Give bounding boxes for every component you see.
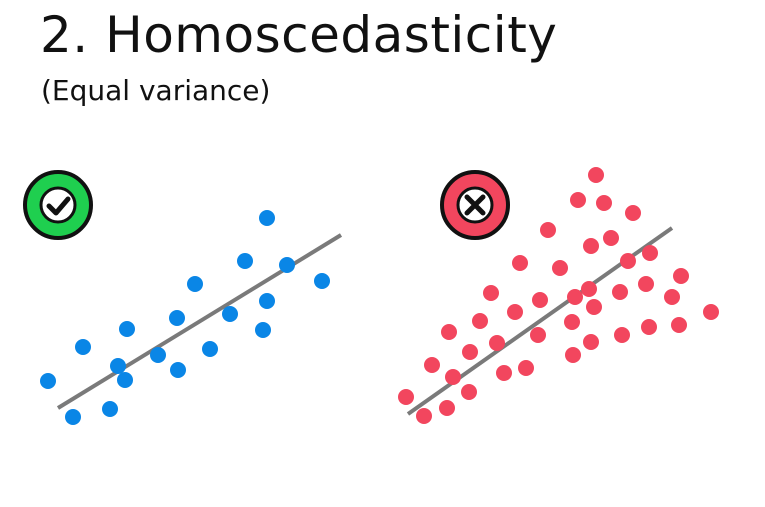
data-point-left	[170, 362, 186, 378]
data-point-left	[117, 372, 133, 388]
data-point-right	[581, 281, 597, 297]
data-point-right	[588, 167, 604, 183]
data-point-right	[642, 245, 658, 261]
data-point-right	[583, 334, 599, 350]
data-point-left	[102, 401, 118, 417]
data-point-right	[612, 284, 628, 300]
data-point-left	[202, 341, 218, 357]
data-point-right	[424, 357, 440, 373]
data-point-left	[222, 306, 238, 322]
data-point-left	[40, 373, 56, 389]
data-point-right	[638, 276, 654, 292]
data-point-left	[314, 273, 330, 289]
data-point-right	[518, 360, 534, 376]
data-point-left	[255, 322, 271, 338]
check-badge	[23, 170, 93, 240]
data-point-right	[439, 400, 455, 416]
data-point-right	[496, 365, 512, 381]
data-point-left	[169, 310, 185, 326]
data-point-right	[703, 304, 719, 320]
data-point-right	[507, 304, 523, 320]
data-point-right	[461, 384, 477, 400]
data-point-right	[532, 292, 548, 308]
data-point-right	[570, 192, 586, 208]
check-icon	[39, 186, 77, 224]
data-point-left	[75, 339, 91, 355]
data-point-right	[625, 205, 641, 221]
data-point-right	[564, 314, 580, 330]
data-point-right	[641, 319, 657, 335]
data-point-right	[603, 230, 619, 246]
data-point-right	[398, 389, 414, 405]
data-point-right	[583, 238, 599, 254]
data-point-left	[259, 210, 275, 226]
cross-badge	[440, 170, 510, 240]
data-point-left	[259, 293, 275, 309]
data-point-right	[472, 313, 488, 329]
scatter-points-right	[398, 167, 719, 424]
panel-equal-variance	[23, 170, 343, 425]
data-point-left	[150, 347, 166, 363]
data-point-left	[119, 321, 135, 337]
data-point-right	[565, 347, 581, 363]
panel-unequal-variance	[398, 167, 719, 424]
data-point-left	[187, 276, 203, 292]
page-title: 2. Homoscedasticity	[40, 6, 558, 64]
data-point-right	[552, 260, 568, 276]
data-point-right	[586, 299, 602, 315]
data-point-left	[110, 358, 126, 374]
data-point-right	[671, 317, 687, 333]
data-point-right	[540, 222, 556, 238]
scatter-points-left	[40, 210, 330, 425]
data-point-right	[620, 253, 636, 269]
data-point-right	[441, 324, 457, 340]
data-point-right	[512, 255, 528, 271]
data-point-right	[483, 285, 499, 301]
data-point-right	[489, 335, 505, 351]
page-subtitle: (Equal variance)	[41, 74, 271, 107]
data-point-right	[462, 344, 478, 360]
data-point-right	[567, 289, 583, 305]
data-point-right	[416, 408, 432, 424]
fit-line-left	[56, 233, 343, 410]
data-point-right	[445, 369, 461, 385]
data-point-right	[664, 289, 680, 305]
data-point-right	[614, 327, 630, 343]
data-point-right	[530, 327, 546, 343]
data-point-left	[237, 253, 253, 269]
data-point-right	[673, 268, 689, 284]
data-point-left	[279, 257, 295, 273]
data-point-left	[65, 409, 81, 425]
data-point-right	[596, 195, 612, 211]
cross-icon	[456, 186, 494, 224]
